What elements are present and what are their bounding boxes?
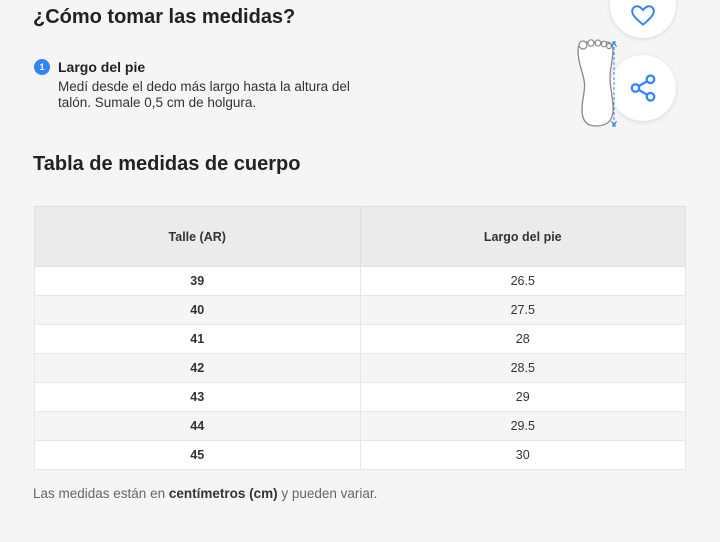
foot-length-cell: 26.5 bbox=[359, 266, 686, 296]
units-note-suffix: y pueden variar. bbox=[277, 486, 378, 501]
column-header-size: Talle (AR) bbox=[34, 206, 361, 267]
foot-length-cell: 28.5 bbox=[359, 353, 686, 383]
foot-length-cell: 28 bbox=[359, 324, 686, 354]
units-note-prefix: Las medidas están en bbox=[33, 486, 169, 501]
table-row: 44 29.5 bbox=[34, 411, 686, 441]
step-number-badge: 1 bbox=[34, 59, 50, 75]
table-row: 42 28.5 bbox=[34, 353, 686, 383]
units-note: Las medidas están en centímetros (cm) y … bbox=[33, 486, 377, 501]
table-row: 40 27.5 bbox=[34, 295, 686, 325]
foot-length-cell: 27.5 bbox=[359, 295, 686, 325]
foot-length-cell: 30 bbox=[359, 440, 686, 470]
size-table: Talle (AR) Largo del pie 39 26.5 40 27.5… bbox=[34, 206, 686, 470]
size-cell: 41 bbox=[34, 324, 361, 354]
table-row: 45 30 bbox=[34, 440, 686, 470]
step-description: Medí desde el dedo más largo hasta la al… bbox=[58, 79, 350, 110]
size-table-title: Tabla de medidas de cuerpo bbox=[33, 153, 301, 175]
table-row: 41 28 bbox=[34, 324, 686, 354]
size-cell: 43 bbox=[34, 382, 361, 412]
units-note-emphasis: centímetros (cm) bbox=[168, 486, 278, 501]
size-cell: 42 bbox=[34, 353, 361, 383]
favorite-button[interactable] bbox=[610, 0, 676, 38]
size-cell: 44 bbox=[34, 411, 361, 441]
foot-length-cell: 29 bbox=[359, 382, 686, 412]
foot-length-cell: 29.5 bbox=[359, 411, 686, 441]
table-row: 43 29 bbox=[34, 382, 686, 412]
foot-measure-illustration bbox=[577, 39, 617, 128]
table-header-row: Talle (AR) Largo del pie bbox=[34, 206, 686, 267]
step-title: Largo del pie bbox=[58, 59, 146, 75]
page-title: ¿Cómo tomar las medidas? bbox=[33, 6, 296, 28]
table-row: 39 26.5 bbox=[34, 266, 686, 296]
size-cell: 39 bbox=[34, 266, 361, 296]
size-cell: 40 bbox=[34, 295, 361, 325]
size-cell: 45 bbox=[34, 440, 361, 470]
share-button[interactable] bbox=[610, 55, 676, 121]
column-header-foot-length: Largo del pie bbox=[359, 206, 686, 267]
heart-icon bbox=[631, 5, 655, 26]
share-icon bbox=[630, 74, 656, 102]
